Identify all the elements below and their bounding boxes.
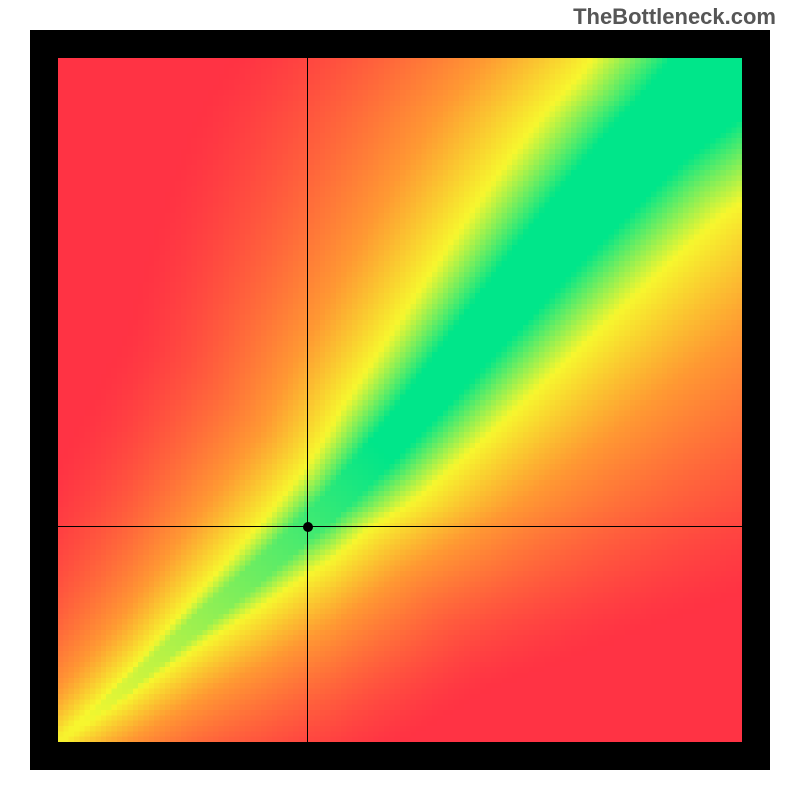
crosshair-horizontal [58, 526, 742, 527]
chart-container: { "watermark": "TheBottleneck.com", "fra… [0, 0, 800, 800]
heatmap-canvas [58, 58, 742, 742]
marker-dot [303, 522, 313, 532]
crosshair-vertical [307, 58, 308, 742]
watermark-text: TheBottleneck.com [573, 4, 776, 30]
